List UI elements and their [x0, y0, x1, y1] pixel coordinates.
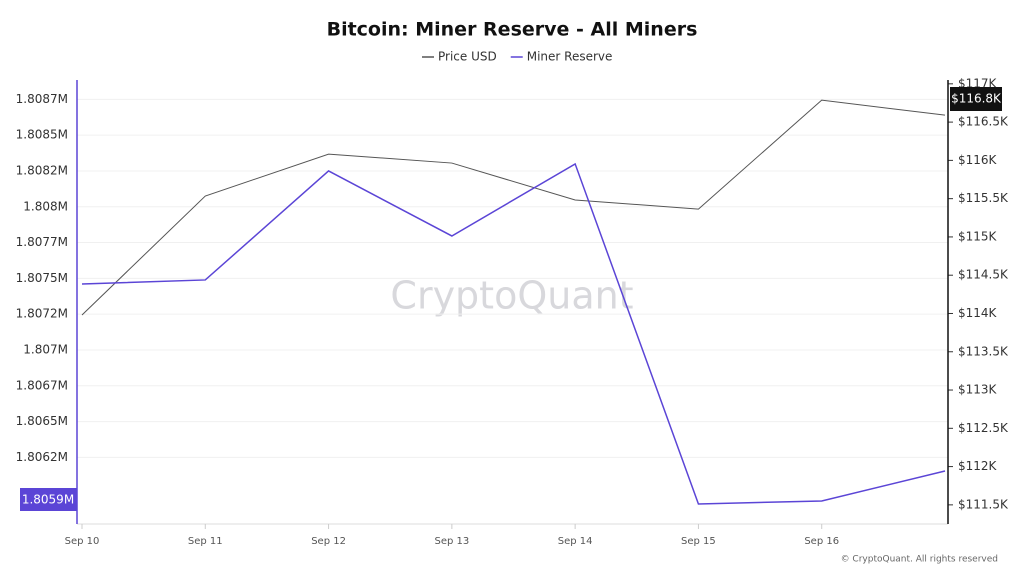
series-line — [81, 162, 946, 505]
copyright: © CryptoQuant. All rights reserved — [841, 555, 998, 565]
y-tick-label: 1.8065M — [16, 414, 68, 428]
legend-label: Price USD — [438, 50, 497, 64]
x-tick-label: Sep 12 — [311, 536, 346, 547]
y-tick-label: 1.808M — [23, 199, 68, 213]
x-tick-label: Sep 10 — [65, 536, 100, 547]
y2-tick-label: $112.5K — [958, 421, 1009, 435]
x-tick-label: Sep 13 — [434, 536, 469, 547]
current-tag — [950, 87, 1002, 111]
y-tick-label: 1.8062M — [16, 450, 68, 464]
y2-tick-label: $111.5K — [958, 497, 1009, 511]
series-line — [81, 99, 946, 316]
current-label: 1.8059M — [22, 493, 74, 507]
y-tick-label: 1.8085M — [16, 128, 68, 142]
current-tag — [20, 488, 77, 511]
current-label: $116.8K — [951, 92, 1002, 106]
y-tick-label: 1.8067M — [16, 378, 68, 392]
y2-tick-label: $116.5K — [958, 115, 1009, 129]
y-tick-label: 1.8082M — [16, 163, 68, 177]
y2-tick-label: $115.5K — [958, 191, 1009, 205]
x-tick-label: Sep 15 — [681, 536, 716, 547]
y-tick-label: 1.8072M — [16, 307, 68, 321]
y2-tick-label: $113K — [958, 383, 998, 397]
x-tick-label: Sep 11 — [188, 536, 223, 547]
legend-label: Miner Reserve — [527, 50, 613, 64]
y2-tick-label: $117K — [958, 76, 998, 90]
y-tick-label: 1.8087M — [16, 92, 68, 106]
y-tick-label: 1.8077M — [16, 235, 68, 249]
y2-tick-label: $115K — [958, 229, 998, 243]
watermark: CryptoQuant — [390, 274, 633, 318]
chart-title: Bitcoin: Miner Reserve - All Miners — [327, 19, 698, 41]
y-tick-label: 1.807M — [23, 342, 68, 356]
x-tick-label: Sep 14 — [558, 536, 593, 547]
y2-tick-label: $114.5K — [958, 268, 1009, 282]
y2-tick-label: $112K — [958, 459, 998, 473]
y2-tick-label: $113.5K — [958, 344, 1009, 358]
y2-tick-label: $116K — [958, 153, 998, 167]
y-tick-label: 1.8075M — [16, 271, 68, 285]
y2-tick-label: $114K — [958, 306, 998, 320]
x-tick-label: Sep 16 — [804, 536, 839, 547]
